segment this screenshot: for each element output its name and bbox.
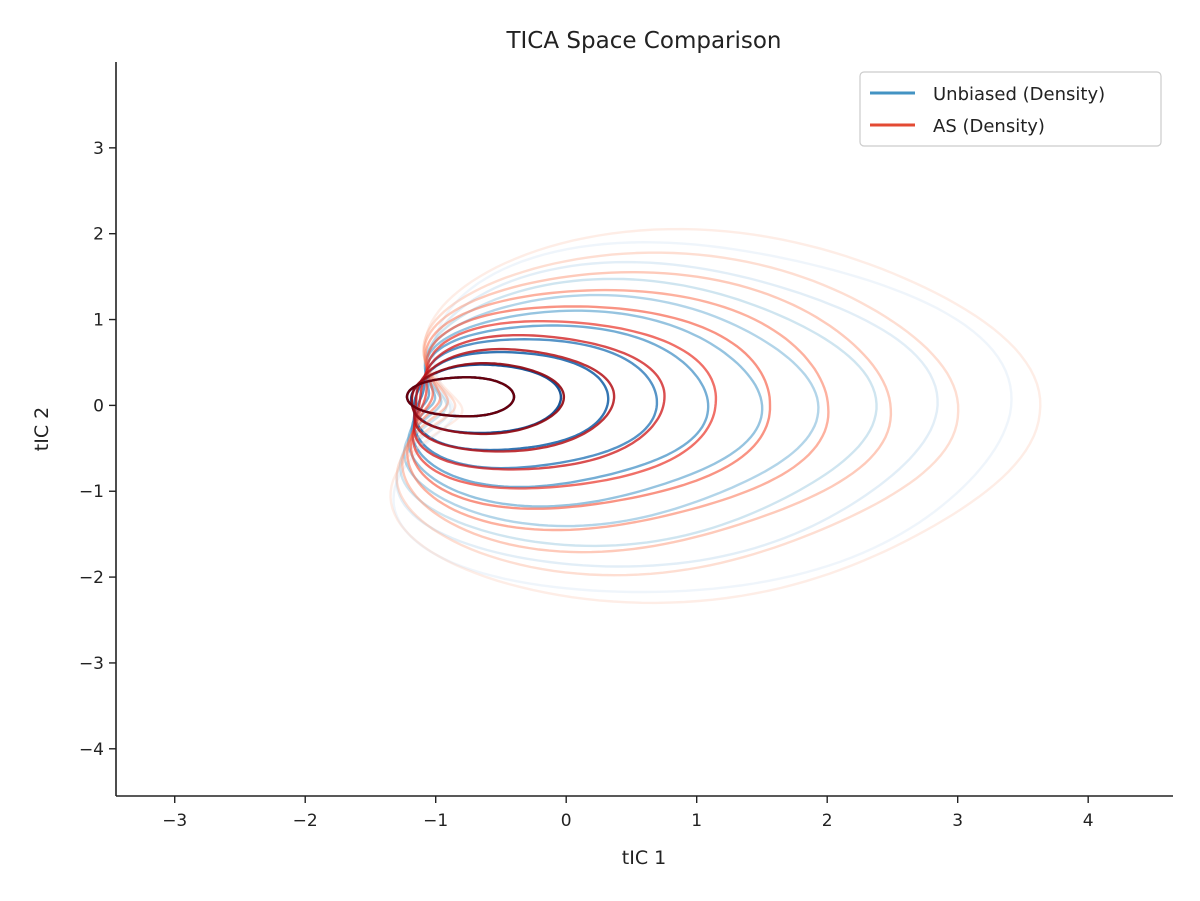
contour-line bbox=[412, 350, 610, 452]
legend: Unbiased (Density) AS (Density) bbox=[859, 71, 1162, 147]
contour-line bbox=[395, 260, 939, 568]
x-tick-label: −1 bbox=[423, 811, 448, 831]
contour-line bbox=[392, 240, 1013, 594]
contour-line bbox=[406, 288, 830, 532]
y-tick-label: −3 bbox=[79, 654, 104, 674]
x-tick-label: −2 bbox=[293, 811, 318, 831]
contour-line bbox=[395, 251, 960, 577]
chart-title: TICA Space Comparison bbox=[505, 28, 781, 54]
contour-line bbox=[402, 293, 820, 528]
y-axis-title: tIC 2 bbox=[31, 407, 53, 451]
x-tick-label: −3 bbox=[162, 811, 187, 831]
contour-line bbox=[405, 376, 516, 418]
contour-line bbox=[410, 362, 566, 436]
as-density-contours bbox=[389, 227, 1042, 605]
contour-line bbox=[411, 320, 718, 490]
contour-line bbox=[401, 270, 893, 554]
y-tick-label: −2 bbox=[79, 568, 104, 588]
contour-line bbox=[412, 334, 666, 471]
y-tick-label: 1 bbox=[93, 311, 104, 331]
legend-label-unbiased: Unbiased (Density) bbox=[933, 84, 1105, 105]
contour-line bbox=[413, 347, 616, 453]
x-axis-title: tIC 1 bbox=[622, 847, 666, 869]
x-tick-label: 0 bbox=[561, 811, 572, 831]
x-tick-label: 2 bbox=[822, 811, 833, 831]
y-ticks: −4 −3 −2 −1 0 1 2 3 bbox=[79, 139, 116, 760]
legend-box bbox=[859, 71, 1162, 147]
x-tick-label: 1 bbox=[691, 811, 702, 831]
y-tick-label: 0 bbox=[93, 396, 104, 416]
y-tick-label: −1 bbox=[79, 482, 104, 502]
x-ticks: −3 −2 −1 0 1 2 3 4 bbox=[162, 796, 1094, 831]
y-tick-label: −4 bbox=[79, 740, 104, 760]
contour-line bbox=[398, 277, 878, 548]
x-tick-label: 3 bbox=[952, 811, 963, 831]
x-tick-label: 4 bbox=[1083, 811, 1094, 831]
contour-line bbox=[409, 305, 772, 510]
contour-line bbox=[389, 227, 1042, 605]
legend-label-as: AS (Density) bbox=[933, 116, 1045, 137]
y-tick-label: 3 bbox=[93, 139, 104, 159]
contour-line bbox=[407, 309, 764, 508]
y-tick-label: 2 bbox=[93, 225, 104, 245]
